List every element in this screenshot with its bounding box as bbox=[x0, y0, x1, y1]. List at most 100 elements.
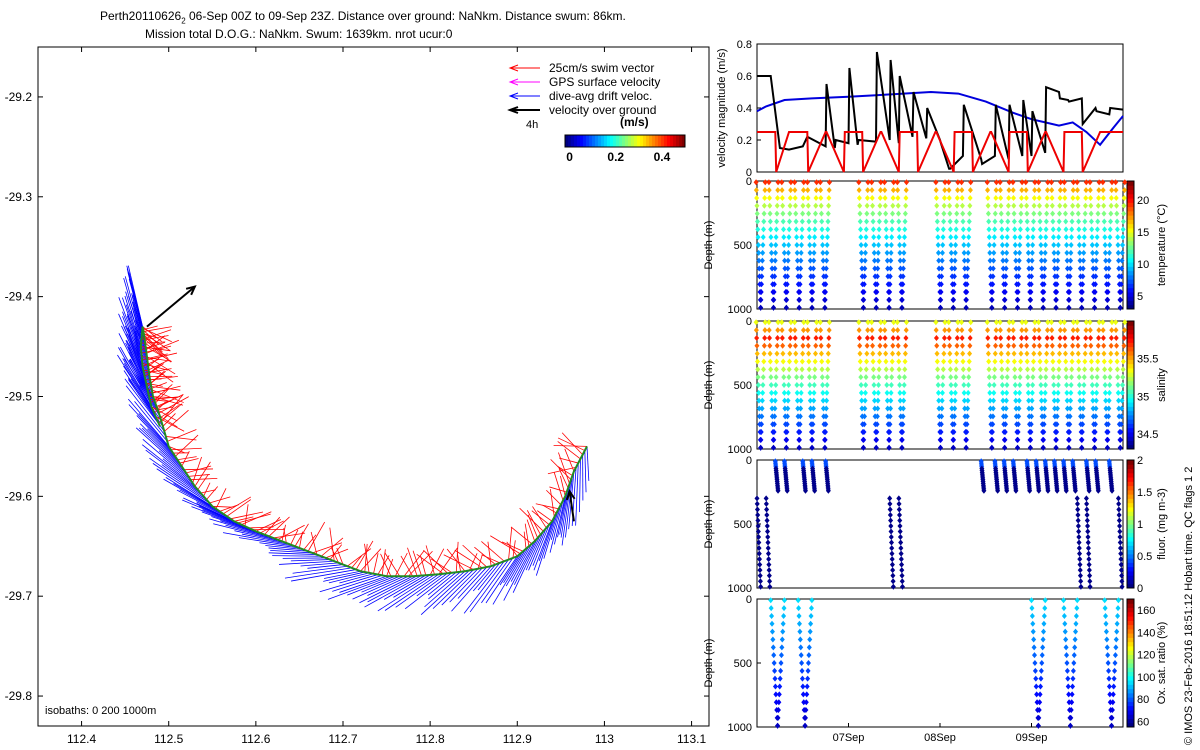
swim-vector bbox=[294, 523, 309, 547]
salinity_section-profile-point bbox=[1043, 366, 1049, 373]
salinity_section-profile-point bbox=[967, 334, 973, 341]
temperature_section-profile-point bbox=[999, 226, 1005, 233]
temperature_section-profile-point bbox=[896, 234, 902, 241]
salinity_section-profile-point bbox=[798, 405, 804, 412]
temperature_section-profile-point bbox=[1029, 273, 1034, 280]
temperature_section-profile-point bbox=[1077, 249, 1083, 256]
salinity_section-profile-point bbox=[1017, 366, 1023, 373]
temperature_section-profile-point bbox=[862, 249, 868, 256]
temperature_section-profile-point bbox=[936, 257, 942, 264]
salinity_section-profile-point bbox=[862, 405, 868, 412]
fluorescence_section-colorbar-cell bbox=[1127, 468, 1134, 474]
temperature_section-profile-point bbox=[882, 194, 888, 201]
drift-vector bbox=[165, 477, 213, 507]
salinity_section-colorbar-cell bbox=[1127, 440, 1134, 446]
temperature_section-profile-point bbox=[947, 218, 953, 225]
swim-vector bbox=[360, 548, 382, 572]
fluorescence_section-profile-point bbox=[1119, 578, 1125, 585]
oxygen_section-profile-point bbox=[806, 644, 812, 651]
fluorescence_section-profile-point bbox=[755, 517, 761, 524]
temperature_section-profile-point bbox=[1108, 218, 1114, 225]
temperature_section-profile-point bbox=[794, 257, 800, 264]
salinity_section-profile-point bbox=[871, 374, 877, 381]
temperature_section-profile-point bbox=[1108, 202, 1114, 209]
temperature_section-profile-point bbox=[766, 179, 772, 186]
temperature_section-profile-point bbox=[897, 242, 903, 248]
drift-vector bbox=[525, 531, 544, 571]
temperature_section-profile-point bbox=[797, 289, 803, 296]
drift-vector bbox=[332, 575, 383, 592]
salinity_section-profile-point bbox=[966, 374, 972, 381]
fluorescence_section-profile-point bbox=[784, 487, 790, 494]
drift-vector bbox=[126, 268, 143, 331]
temperature_section-profile-point bbox=[1044, 187, 1050, 194]
drift-vector bbox=[463, 560, 505, 614]
temperature_section-colorbar-cell bbox=[1127, 266, 1134, 272]
oxygen_section-y-tick-label: 0 bbox=[746, 594, 752, 606]
oxygen_section-profile-point bbox=[1105, 652, 1111, 659]
drift-vector bbox=[377, 574, 435, 612]
temperature_section-colorbar-cell bbox=[1127, 206, 1134, 212]
salinity_section-profile-point bbox=[1066, 444, 1072, 451]
salinity_section-profile-point bbox=[890, 327, 896, 334]
temperature_section-profile-point bbox=[781, 249, 787, 256]
temperature_section-profile-point bbox=[1002, 296, 1008, 303]
salinity_section-profile-point bbox=[991, 382, 997, 388]
fluorescence_section-profile-point bbox=[756, 545, 762, 552]
drift-vector bbox=[134, 401, 168, 442]
temperature_section-profile-point bbox=[965, 242, 971, 248]
drift-vector bbox=[505, 546, 530, 587]
salinity_section-profile-point bbox=[990, 421, 996, 428]
temperature_section-profile-point bbox=[1089, 226, 1095, 233]
temperature_section-profile-point bbox=[1016, 273, 1022, 280]
temperature_section-profile-point bbox=[885, 265, 891, 272]
temperature_section-profile-point bbox=[1017, 226, 1023, 233]
salinity_section-profile-point bbox=[804, 319, 810, 326]
temperature_section-profile-point bbox=[826, 187, 832, 194]
temperature_section-profile-point bbox=[933, 187, 939, 194]
fluorescence_section-profile-point bbox=[1078, 578, 1084, 585]
salinity_section-profile-point bbox=[784, 436, 790, 443]
temperature_section-profile-point bbox=[1029, 265, 1035, 272]
salinity_section-profile-point bbox=[1090, 397, 1096, 404]
temperature_section-profile-point bbox=[877, 210, 883, 217]
temperature_section-profile-point bbox=[895, 187, 901, 194]
temperature_section-profile-point bbox=[1003, 257, 1009, 264]
swim-vector bbox=[446, 548, 466, 572]
fluorescence_section-colorbar-cell bbox=[1127, 536, 1134, 542]
oxygen_section-profile-point bbox=[798, 652, 804, 659]
temperature_section-profile-point bbox=[869, 179, 875, 186]
temperature_section-profile-point bbox=[800, 194, 806, 201]
temperature_section-profile-point bbox=[1115, 234, 1121, 241]
swim-vector bbox=[468, 553, 478, 571]
salinity_section-profile-point bbox=[901, 389, 907, 396]
swim-vector bbox=[167, 429, 197, 442]
oxygen_section-profile-point bbox=[771, 652, 777, 659]
salinity_section-profile-point bbox=[985, 334, 991, 341]
salinity_section-y-tick-label: 500 bbox=[734, 380, 752, 392]
legend-label-swim: 25cm/s swim vector bbox=[549, 61, 654, 75]
salinity_section-profile-point bbox=[758, 429, 764, 436]
salinity_section-profile-point bbox=[1042, 405, 1048, 412]
fluorescence_section-colorbar-cell bbox=[1127, 494, 1134, 499]
oxygen_section-profile-point bbox=[779, 644, 785, 651]
temperature_section-profile-point bbox=[780, 202, 786, 209]
temperature_section-profile-point bbox=[1077, 257, 1083, 264]
salinity_section-profile-point bbox=[1104, 444, 1110, 451]
temperature_section-profile-point bbox=[1074, 187, 1080, 194]
oxygen_section-profile-point bbox=[1102, 597, 1108, 604]
fluorescence_section-profile-point bbox=[888, 534, 894, 541]
salinity_section-profile-point bbox=[1023, 327, 1029, 334]
oxygen_section-colorbar-cell bbox=[1127, 675, 1134, 681]
salinity_section-colorbar-cell bbox=[1127, 350, 1134, 356]
salinity_section-profile-point bbox=[952, 397, 958, 404]
temperature_section-profile-point bbox=[992, 226, 998, 233]
salinity_section-colorbar-cell bbox=[1127, 389, 1134, 395]
drift-vector bbox=[584, 450, 587, 493]
temperature_section-profile-point bbox=[1119, 249, 1125, 256]
salinity_section-profile-point bbox=[870, 366, 876, 373]
salinity_section-profile-point bbox=[824, 382, 830, 388]
temperature_section-profile-point bbox=[1055, 249, 1061, 256]
salinity_section-profile-point bbox=[935, 366, 941, 373]
